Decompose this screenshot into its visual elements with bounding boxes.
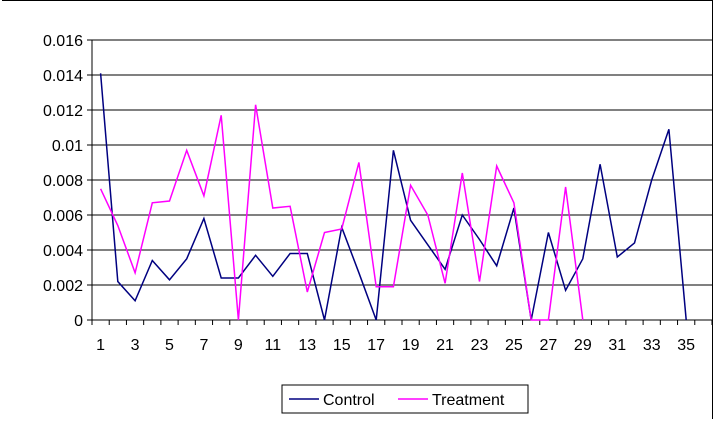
x-tick-label: 1: [96, 337, 105, 354]
x-tick-label: 31: [608, 337, 626, 354]
series-line-control: [99, 73, 687, 321]
y-tick-label: 0.01: [52, 138, 83, 155]
y-tick-labels: 0 0.002 0.004 0.006 0.008 0.01 0.012 0.014 0.016: [43, 33, 83, 330]
x-tick-label: 7: [199, 337, 208, 354]
y-tick-label: 0: [74, 313, 83, 330]
legend-label-treatment: Treatment: [432, 392, 505, 409]
y-tick-label: 0.002: [43, 278, 83, 295]
legend-label-control: Control: [323, 392, 375, 409]
legend: Control Treatment: [281, 384, 529, 414]
x-tick-label: 25: [505, 337, 523, 354]
x-tick-label: 23: [471, 337, 489, 354]
series-lines: [99, 73, 687, 321]
x-tick-label: 5: [165, 337, 174, 354]
y-tick-label: 0.012: [43, 103, 83, 120]
y-tick-label: 0.016: [43, 33, 83, 50]
x-tick-label: 19: [402, 337, 420, 354]
x-tick-label: 21: [436, 337, 454, 354]
x-tick-label: 9: [234, 337, 243, 354]
gridlines: [87, 39, 712, 321]
x-tick-label: 33: [643, 337, 661, 354]
axes: [91, 40, 713, 325]
series-line-treatment: [99, 104, 584, 321]
x-tick-label: 35: [677, 337, 695, 354]
x-tick-label: 11: [265, 337, 282, 354]
y-tick-label: 0.004: [43, 243, 83, 260]
x-tick-label: 13: [298, 337, 316, 354]
x-tick-label: 29: [574, 337, 592, 354]
y-tick-label: 0.008: [43, 173, 83, 190]
x-tick-label: 27: [539, 337, 557, 354]
y-tick-label: 0.006: [43, 208, 83, 225]
x-tick-label: 17: [367, 337, 385, 354]
y-tick-label: 0.014: [43, 68, 83, 85]
x-tick-labels: 1 3 5 7 9 11 13 15 17 19 21 23 25 27 29 31 33 35: [96, 337, 695, 354]
x-tick-label: 15: [333, 337, 351, 354]
x-tick-label: 3: [131, 337, 140, 354]
